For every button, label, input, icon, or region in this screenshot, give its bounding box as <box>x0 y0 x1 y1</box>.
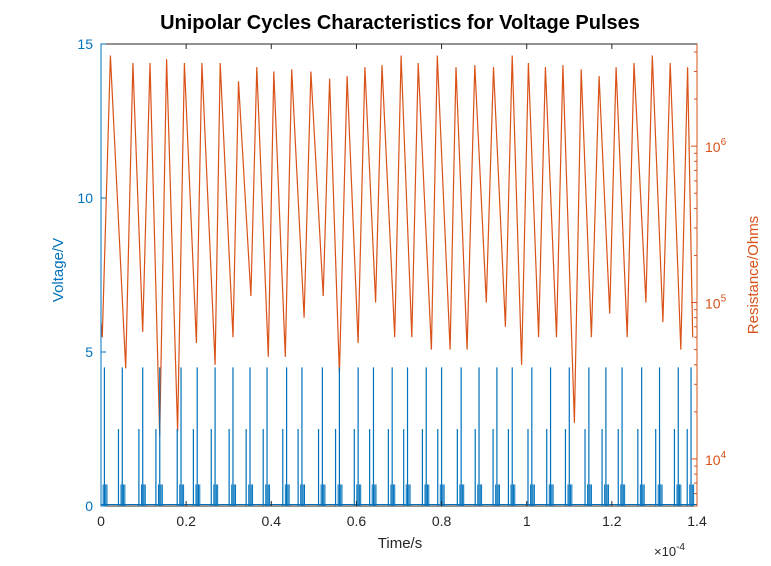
plot-area <box>100 43 698 507</box>
y-axis-left: 0 5 10 15 <box>77 36 106 514</box>
x-axis: 0 0.2 0.4 0.6 0.8 1 1.2 1.4 <box>97 44 707 529</box>
x-exponent-label: ×10-4 <box>654 542 685 559</box>
x-tick-label: 0.8 <box>432 513 452 529</box>
x-tick-label: 0.2 <box>176 513 196 529</box>
x-tick-label: 0 <box>97 513 105 529</box>
y-left-tick-label: 10 <box>77 190 93 206</box>
y-left-tick-label: 5 <box>85 344 93 360</box>
x-tick-label: 0.4 <box>262 513 282 529</box>
y-right-axis-label: Resistance/Ohms <box>745 216 762 334</box>
y-right-tick-label: 104 <box>705 450 727 468</box>
y-left-tick-label: 15 <box>77 36 93 52</box>
x-axis-label: Time/s <box>378 535 422 552</box>
y-left-tick-label: 0 <box>85 498 93 514</box>
y-axis-right: 104 105 106 <box>691 44 727 507</box>
chart-title: Unipolar Cycles Characteristics for Volt… <box>160 12 640 34</box>
x-tick-label: 1.2 <box>602 513 622 529</box>
resistance-series <box>100 55 694 437</box>
y-right-tick-label: 106 <box>705 137 727 155</box>
x-exponent-power: -4 <box>676 542 685 553</box>
x-exponent-base: ×10 <box>654 544 676 559</box>
x-tick-label: 1 <box>523 513 531 529</box>
y-left-axis-label: Voltage/V <box>50 238 67 302</box>
x-tick-label: 1.4 <box>687 513 707 529</box>
voltage-series <box>101 367 697 506</box>
resistance-line <box>100 55 694 437</box>
x-tick-label: 0.6 <box>347 513 367 529</box>
y-right-tick-label: 105 <box>705 294 727 312</box>
